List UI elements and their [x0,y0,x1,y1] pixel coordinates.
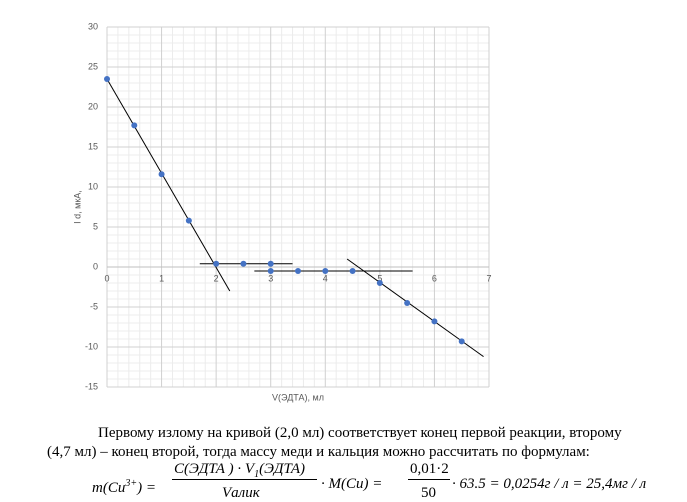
y-tick-label: -15 [85,381,98,391]
x-tick-label: 2 [214,273,219,283]
y-tick-label: -10 [85,341,98,351]
y-tick-label: 0 [93,261,98,271]
point [267,268,274,274]
y-tick-label: 10 [88,181,98,191]
point [349,268,356,274]
paragraph-line: Первому излому на кривой (2,0 мл) соотве… [98,425,622,441]
formula-rest: · 63.5 = 0,0254г / л = 25,4мг / л [452,476,647,492]
x-tick-label: 6 [432,273,437,283]
formula-lhs: m(Cu [92,480,126,496]
point [322,268,329,274]
formula-num: 0,01·2 [410,461,449,477]
point [240,260,247,267]
point [158,171,165,178]
y-tick-label: 20 [88,101,98,111]
x-axis-label: V(ЭДТА), мл [272,392,324,402]
formula-num: C(ЭДТА ) · V [174,461,255,477]
x-tick-label: 7 [486,273,491,283]
paragraph-line: (4,7 мл) – конец второй, тогда массу мед… [47,444,590,460]
formula-den: 50 [421,485,436,501]
y-tick-label: 5 [93,221,98,231]
chart: I d, мкА, V(ЭДТА), мл 0 1 2 3 4 5 6 7 -15 -10 -5 0 5… [72,21,491,402]
point [131,122,138,129]
y-axis-label: I d, мкА, [72,190,82,224]
point [213,260,220,267]
formula-sup: 3+ [125,478,138,489]
formula-sub: 1 [254,469,260,480]
formula-den: Vалик [222,485,260,501]
point [295,268,301,274]
x-tick-label: 1 [159,273,164,283]
y-tick-label: 15 [88,141,98,151]
point [185,217,192,224]
fraction-line [408,479,450,480]
x-tick-label: 0 [104,273,109,283]
y-tick-label: 30 [88,21,98,31]
formula-mid: · M(Cu) = [321,476,383,492]
fraction-line [172,479,317,480]
trend-line [106,78,231,292]
x-tick-label: 5 [377,273,382,283]
y-tick-label: 25 [88,61,98,71]
point [267,260,274,267]
x-tick-label: 4 [323,273,328,283]
formula-lhs-close: ) = [137,480,156,496]
point [104,76,110,82]
point [404,300,411,306]
point [376,280,383,286]
x-tick-label: 3 [268,273,273,283]
point [458,338,465,345]
y-tick-label: -5 [90,301,98,311]
formula-num: (ЭДТА) [259,461,306,477]
point [431,318,438,325]
